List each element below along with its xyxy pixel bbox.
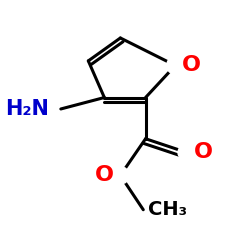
Circle shape bbox=[112, 167, 129, 184]
Text: O: O bbox=[94, 166, 114, 186]
Text: O: O bbox=[182, 56, 201, 76]
Text: H₂N: H₂N bbox=[6, 99, 50, 119]
Circle shape bbox=[167, 57, 184, 74]
Text: O: O bbox=[194, 142, 213, 163]
Circle shape bbox=[178, 144, 196, 161]
Text: CH₃: CH₃ bbox=[148, 200, 187, 219]
